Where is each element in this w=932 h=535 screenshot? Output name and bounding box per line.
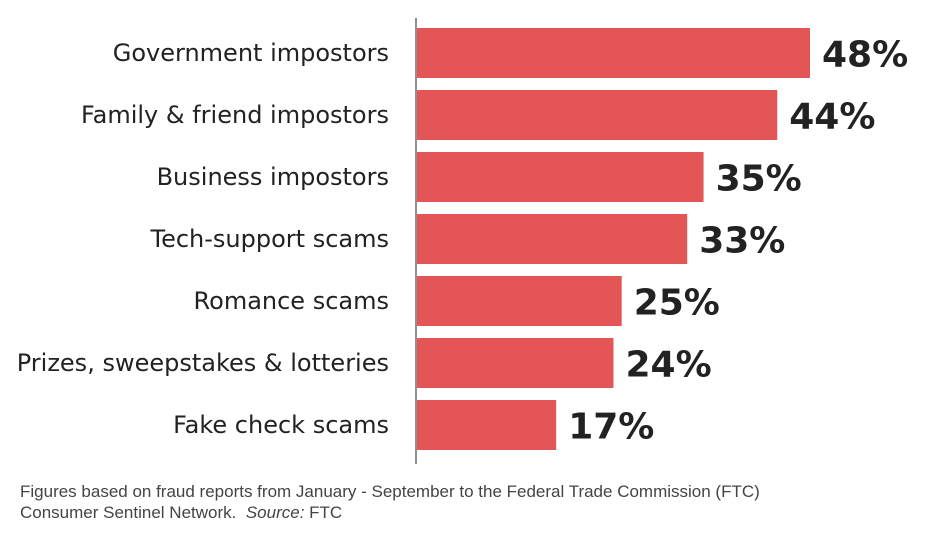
bar xyxy=(417,214,688,264)
value-label: 44% xyxy=(789,97,875,138)
value-label: 17% xyxy=(568,407,654,448)
footnote-line-1: Figures based on fraud reports from Janu… xyxy=(20,482,760,501)
value-label: 35% xyxy=(716,159,802,200)
footnote-source-label: Source: xyxy=(245,503,305,522)
category-label: Government impostors xyxy=(113,39,389,67)
footnote-line-2: Consumer Sentinel Network. Source: FTC xyxy=(20,502,760,523)
category-label: Fake check scams xyxy=(173,411,389,439)
value-label: 48% xyxy=(822,35,908,76)
footnote-source-value: FTC xyxy=(309,503,343,522)
bar-chart: Government impostors 48% Family & friend i… xyxy=(17,18,908,464)
bar xyxy=(417,152,704,202)
category-label: Tech-support scams xyxy=(150,225,389,253)
bar xyxy=(417,276,622,326)
bar xyxy=(417,400,557,450)
value-label: 33% xyxy=(699,221,785,262)
value-label: 24% xyxy=(626,345,712,386)
bar xyxy=(417,90,778,140)
footnote-network: Consumer Sentinel Network. xyxy=(20,503,237,522)
category-label: Family & friend impostors xyxy=(81,101,389,129)
category-label: Romance scams xyxy=(194,287,389,315)
category-label: Business impostors xyxy=(157,163,389,191)
value-label: 25% xyxy=(634,283,720,324)
bar xyxy=(417,28,810,78)
footnote: Figures based on fraud reports from Janu… xyxy=(20,481,760,523)
category-label: Prizes, sweepstakes & lotteries xyxy=(17,349,389,377)
bar xyxy=(417,338,614,388)
